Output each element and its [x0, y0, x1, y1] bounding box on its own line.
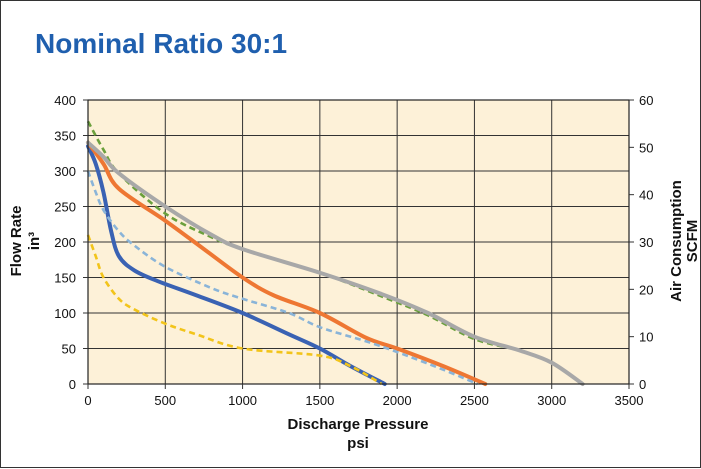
y-left-tick-label: 50 — [62, 342, 76, 357]
y-right-title-line1: Air Consumption — [668, 180, 685, 302]
x-tick-label: 0 — [84, 393, 91, 408]
x-axis-title-line1: Discharge Pressure — [288, 416, 429, 433]
y-left-tick-label: 0 — [69, 377, 76, 392]
grid — [88, 100, 629, 384]
chart-title: Nominal Ratio 30:1 — [35, 28, 287, 59]
x-axis-title-line2: psi — [347, 435, 369, 452]
series-line-4 — [86, 234, 383, 386]
y-right-tick-label: 0 — [639, 377, 646, 392]
x-tick-label: 2500 — [460, 393, 489, 408]
x-tick-label: 1000 — [228, 393, 257, 408]
y-left-tick-label: 250 — [54, 200, 76, 215]
y-left-tick-label: 200 — [54, 235, 76, 250]
y-left-tick-label: 150 — [54, 271, 76, 286]
y-right-tick-label: 60 — [639, 93, 653, 108]
series-line-6 — [86, 140, 585, 386]
ticks: 0 500 1000 1500 2000 2500 3000 3500050100150200… — [54, 93, 653, 408]
y-left-tick-label: 350 — [54, 129, 76, 144]
y-left-title-line2: in³ — [26, 232, 43, 250]
series-layer — [86, 120, 585, 386]
y-left-title-line1: Flow Rate — [8, 206, 25, 277]
x-tick-label: 3500 — [615, 393, 644, 408]
y-left-tick-label: 100 — [54, 306, 76, 321]
y-left-tick-label: 400 — [54, 93, 76, 108]
x-tick-label: 2000 — [383, 393, 412, 408]
series-line-1 — [86, 144, 387, 386]
series-line-2 — [86, 140, 488, 386]
y-left-tick-label: 300 — [54, 164, 76, 179]
y-right-tick-label: 10 — [639, 330, 653, 345]
y-right-title-line2: SCFM — [684, 220, 701, 263]
x-tick-label: 1500 — [305, 393, 334, 408]
x-tick-label: 500 — [154, 393, 176, 408]
series-line-3 — [86, 170, 479, 386]
y-right-tick-label: 40 — [639, 188, 653, 203]
y-right-tick-label: 50 — [639, 140, 653, 155]
y-right-tick-label: 20 — [639, 282, 653, 297]
x-tick-label: 3000 — [537, 393, 566, 408]
y-right-tick-label: 30 — [639, 235, 653, 250]
